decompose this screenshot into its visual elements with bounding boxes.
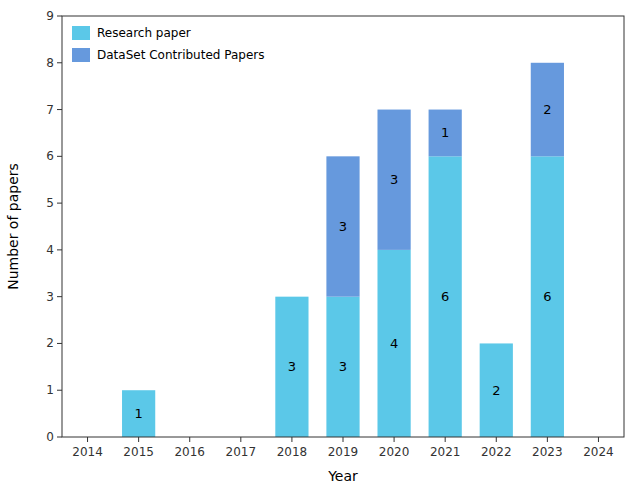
data-label: 2 bbox=[492, 383, 500, 398]
y-tick-label: 6 bbox=[46, 149, 54, 163]
data-label: 1 bbox=[441, 125, 449, 140]
y-tick-label: 4 bbox=[46, 243, 54, 257]
x-tick-label: 2020 bbox=[379, 445, 410, 459]
x-tick-label: 2018 bbox=[277, 445, 308, 459]
y-tick-label: 1 bbox=[46, 383, 54, 397]
y-tick bbox=[57, 156, 62, 157]
y-tick-label: 8 bbox=[46, 56, 54, 70]
y-tick-label: 7 bbox=[46, 103, 54, 117]
x-tick-label: 2015 bbox=[123, 445, 154, 459]
bar-segment bbox=[480, 343, 513, 344]
y-tick bbox=[57, 109, 62, 110]
bar-segment bbox=[326, 156, 359, 296]
bar-segment bbox=[429, 110, 462, 157]
x-tick bbox=[598, 437, 599, 442]
x-tick-label: 2022 bbox=[481, 445, 512, 459]
y-tick bbox=[57, 437, 62, 438]
bar-segment bbox=[275, 296, 308, 297]
x-tick bbox=[496, 437, 497, 442]
bar-segment bbox=[531, 156, 564, 437]
y-tick-label: 2 bbox=[46, 336, 54, 350]
x-tick bbox=[189, 437, 190, 442]
y-tick-label: 9 bbox=[46, 9, 54, 23]
legend-swatch bbox=[72, 48, 90, 62]
x-tick bbox=[87, 437, 88, 442]
x-tick bbox=[394, 437, 395, 442]
x-tick-label: 2019 bbox=[328, 445, 359, 459]
bar-segment bbox=[429, 156, 462, 437]
legend-label: Research paper bbox=[97, 26, 191, 40]
data-label: 1 bbox=[134, 406, 142, 421]
data-label: 3 bbox=[288, 359, 296, 374]
y-tick bbox=[57, 296, 62, 297]
data-label: 2 bbox=[543, 102, 551, 117]
x-tick bbox=[343, 437, 344, 442]
y-tick-label: 5 bbox=[46, 196, 54, 210]
y-tick bbox=[57, 390, 62, 391]
y-tick bbox=[57, 249, 62, 250]
y-axis-label: Number of papers bbox=[5, 163, 21, 290]
legend: Research paper DataSet Contributed Papers bbox=[72, 26, 264, 62]
x-tick-label: 2024 bbox=[583, 445, 614, 459]
x-tick-label: 2023 bbox=[532, 445, 563, 459]
y-tick bbox=[57, 16, 62, 17]
x-tick bbox=[445, 437, 446, 442]
x-tick bbox=[547, 437, 548, 442]
data-label: 6 bbox=[441, 289, 449, 304]
x-tick-label: 2021 bbox=[430, 445, 461, 459]
bar-segment bbox=[326, 297, 359, 437]
x-tick bbox=[291, 437, 292, 442]
x-tick-label: 2014 bbox=[72, 445, 103, 459]
legend-label: DataSet Contributed Papers bbox=[97, 48, 264, 62]
x-axis-label: Year bbox=[327, 468, 358, 484]
bar-segment bbox=[377, 250, 410, 437]
y-tick bbox=[57, 62, 62, 63]
x-tick bbox=[138, 437, 139, 442]
data-label: 3 bbox=[339, 359, 347, 374]
x-tick bbox=[240, 437, 241, 442]
plot-frame bbox=[62, 16, 624, 437]
y-tick-label: 3 bbox=[46, 290, 54, 304]
y-tick bbox=[57, 203, 62, 204]
x-tick-label: 2016 bbox=[174, 445, 205, 459]
bar-segment bbox=[122, 390, 155, 437]
bar-segment bbox=[531, 63, 564, 157]
data-label: 3 bbox=[390, 172, 398, 187]
y-tick bbox=[57, 343, 62, 344]
data-label: 6 bbox=[543, 289, 551, 304]
bar-segment bbox=[275, 297, 308, 437]
bars bbox=[122, 63, 564, 437]
legend-swatch bbox=[72, 26, 90, 40]
y-tick-label: 0 bbox=[46, 430, 54, 444]
bar-segment bbox=[480, 343, 513, 437]
data-label: 3 bbox=[339, 219, 347, 234]
bar-segment bbox=[377, 110, 410, 250]
chart: 1 3 3 4 6 2 6 3 3 1 2 0 1 2 3 4 5 6 7 8 9 2014 2015 2016 2017 201… bbox=[0, 0, 640, 491]
bar-segment bbox=[122, 390, 155, 391]
x-tick-label: 2017 bbox=[226, 445, 257, 459]
data-label: 4 bbox=[390, 336, 398, 351]
